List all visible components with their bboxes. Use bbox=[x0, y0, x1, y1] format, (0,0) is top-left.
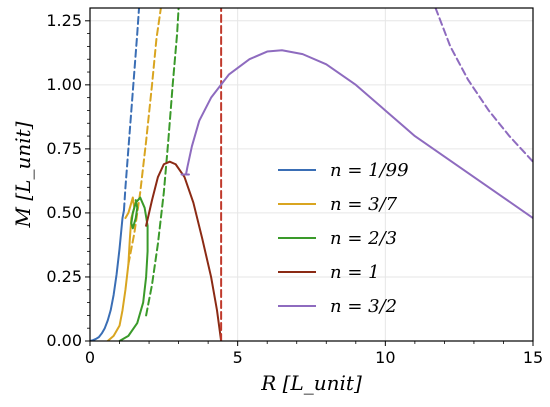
y-tick-label: 1.00 bbox=[46, 75, 82, 94]
series-layer bbox=[90, 8, 533, 341]
ticks: 0 5 10 15 0.00 0.25 0.50 0.75 1.00 1.25 bbox=[46, 11, 543, 367]
series-line-n-1-99-dashed bbox=[122, 8, 141, 212]
legend-label: n = 1 bbox=[330, 262, 380, 283]
y-tick-label: 0.25 bbox=[46, 267, 82, 286]
x-tick-label: 10 bbox=[375, 348, 395, 367]
legend: n = 1/99 n = 3/7 n = 2/3 n = 1 n = 3/2 bbox=[278, 160, 409, 317]
legend-label: n = 2/3 bbox=[330, 228, 397, 249]
y-tick-label: 0.50 bbox=[46, 203, 82, 222]
y-tick-label: 0.75 bbox=[46, 139, 82, 158]
legend-label: n = 1/99 bbox=[330, 160, 409, 181]
y-axis-label: M [L_unit] bbox=[11, 121, 35, 228]
series-line-n-3-7-dashed bbox=[127, 8, 162, 266]
series-line-n-1-99-solid bbox=[90, 209, 125, 341]
series-line-n-3-7-solid bbox=[106, 196, 136, 341]
y-tick-label: 0.00 bbox=[46, 331, 82, 350]
x-axis-label: R [L_unit] bbox=[260, 371, 362, 395]
y-tick-label: 1.25 bbox=[46, 11, 82, 30]
series-line-n-1-solid bbox=[145, 160, 223, 341]
series-line-n-2-3-dashed bbox=[145, 8, 180, 317]
legend-label: n = 3/2 bbox=[330, 296, 397, 317]
x-tick-label: 15 bbox=[523, 348, 543, 367]
legend-label: n = 3/7 bbox=[330, 194, 398, 215]
series-line-n-3-2-dashed bbox=[434, 8, 533, 163]
series-line-n-2-3-solid bbox=[118, 196, 149, 341]
x-tick-label: 5 bbox=[233, 348, 243, 367]
x-tick-label: 0 bbox=[85, 348, 95, 367]
series-line-n-3-2-solid bbox=[184, 49, 533, 220]
